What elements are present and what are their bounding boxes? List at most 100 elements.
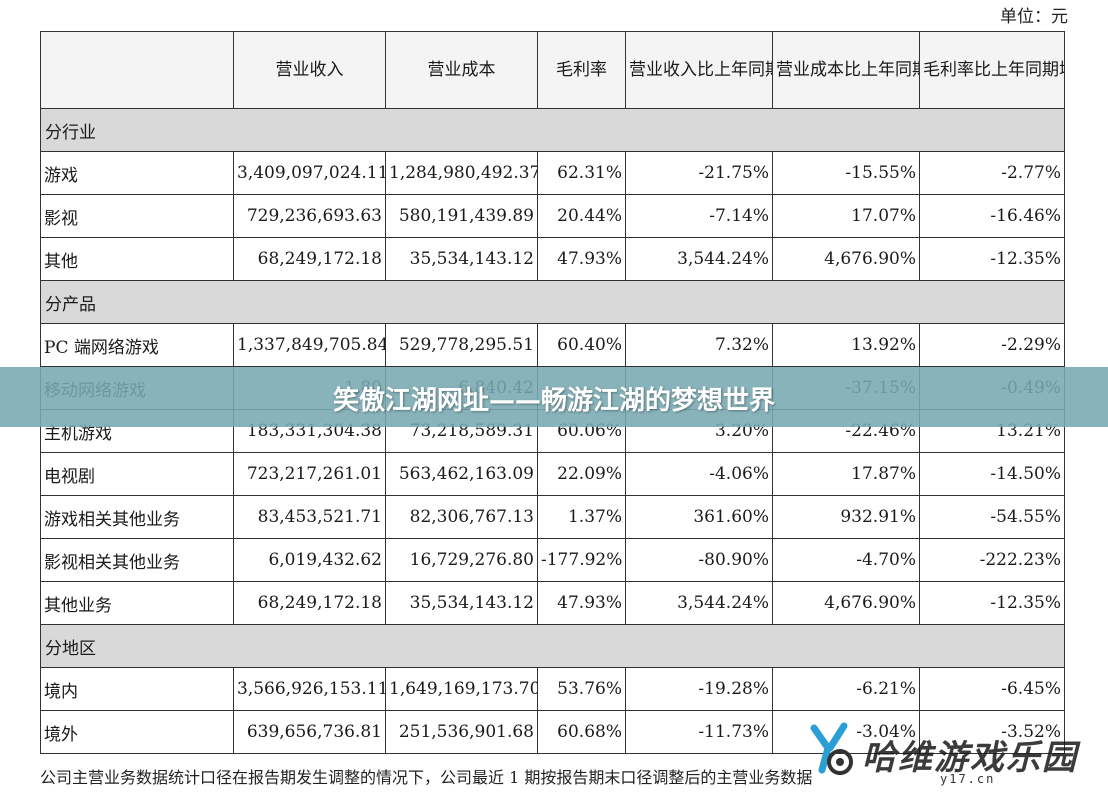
table-cell: 47.93%	[537, 581, 626, 625]
watermark-url: y17.cn	[940, 772, 996, 786]
section-title: 分产品	[40, 280, 1065, 324]
column-header: 营业成本比上年同期增减	[772, 31, 920, 109]
table-cell: -6.45%	[919, 667, 1065, 711]
section-title: 分地区	[40, 624, 1065, 668]
table-cell: -15.55%	[772, 151, 920, 195]
table-cell: -2.77%	[919, 151, 1065, 195]
table-row: 游戏相关其他业务 83,453,521.71 82,306,767.13 1.37% 3…	[40, 495, 1065, 539]
table-cell: 3,566,926,153.11	[233, 667, 386, 711]
game-logo-icon	[810, 722, 853, 775]
column-header: 营业收入比上年同期增减	[625, 31, 773, 109]
table-cell: 723,217,261.01	[233, 452, 386, 496]
table-row: 其他业务 68,249,172.18 35,534,143.12 47.93% 3,54…	[40, 581, 1065, 625]
table-cell: -2.29%	[919, 323, 1065, 367]
table-cell: 3,544.24%	[625, 581, 773, 625]
column-header: 毛利率	[537, 31, 626, 109]
table-cell: 60.40%	[537, 323, 626, 367]
table-cell: 60.68%	[537, 710, 626, 754]
watermark-text: 哈维游戏乐园	[862, 738, 1078, 778]
table-cell: 47.93%	[537, 237, 626, 281]
column-header: 营业成本	[385, 31, 538, 109]
row-label: 境外	[40, 710, 234, 754]
table-header: 营业收入营业成本毛利率营业收入比上年同期增减营业成本比上年同期增减毛利率比上年同…	[40, 31, 1065, 109]
table-cell: 529,778,295.51	[385, 323, 538, 367]
table-cell: -177.92%	[537, 538, 626, 582]
table-row: 其他 68,249,172.18 35,534,143.12 47.93% 3,544.…	[40, 237, 1065, 281]
table-row: 境内 3,566,926,153.11 1,649,169,173.70 53.76%…	[40, 667, 1065, 711]
table-cell: -7.14%	[625, 194, 773, 238]
table-row: 境外 639,656,736.81 251,536,901.68 60.68% -11.…	[40, 710, 1065, 754]
table-cell: 3,544.24%	[625, 237, 773, 281]
table-cell: 68,249,172.18	[233, 581, 386, 625]
table-cell: -4.06%	[625, 452, 773, 496]
row-label: 其他业务	[40, 581, 234, 625]
title-banner: 笑傲江湖网址——畅游江湖的梦想世界	[0, 367, 1108, 427]
table-cell: 580,191,439.89	[385, 194, 538, 238]
table-cell: -3.04%	[772, 710, 920, 754]
table-cell: 83,453,521.71	[233, 495, 386, 539]
table-cell: -6.21%	[772, 667, 920, 711]
table-cell: 932.91%	[772, 495, 920, 539]
unit-label: 单位：元	[1000, 7, 1068, 27]
table-cell: -14.50%	[919, 452, 1065, 496]
row-label: 其他	[40, 237, 234, 281]
table-row: 游戏 3,409,097,024.11 1,284,980,492.37 62.31%…	[40, 151, 1065, 195]
table-cell: -4.70%	[772, 538, 920, 582]
row-label: 影视相关其他业务	[40, 538, 234, 582]
table-cell: 35,534,143.12	[385, 581, 538, 625]
section-title: 分行业	[40, 108, 1065, 152]
table-cell: 563,462,163.09	[385, 452, 538, 496]
table-row: 电视剧 723,217,261.01 563,462,163.09 22.09% -4.…	[40, 452, 1065, 496]
table-cell: 639,656,736.81	[233, 710, 386, 754]
row-label: 境内	[40, 667, 234, 711]
column-header	[40, 31, 234, 109]
row-label: 电视剧	[40, 452, 234, 496]
table-cell: -80.90%	[625, 538, 773, 582]
column-header: 毛利率比上年同期增减	[919, 31, 1065, 109]
table-cell: -12.35%	[919, 581, 1065, 625]
section-row: 分产品	[40, 280, 1065, 324]
table-cell: 82,306,767.13	[385, 495, 538, 539]
table-cell: 1,649,169,173.70	[385, 667, 538, 711]
table-cell: 6,019,432.62	[233, 538, 386, 582]
header-row: 营业收入营业成本毛利率营业收入比上年同期增减营业成本比上年同期增减毛利率比上年同…	[40, 31, 1065, 109]
table-cell: 3,409,097,024.11	[233, 151, 386, 195]
table-cell: 1,337,849,705.84	[233, 323, 386, 367]
table-cell: 16,729,276.80	[385, 538, 538, 582]
table-cell: 7.32%	[625, 323, 773, 367]
table-cell: -11.73%	[625, 710, 773, 754]
table-cell: -21.75%	[625, 151, 773, 195]
table-cell: 62.31%	[537, 151, 626, 195]
banner-title: 笑傲江湖网址——畅游江湖的梦想世界	[332, 386, 775, 416]
table-cell: -12.35%	[919, 237, 1065, 281]
table-body: 分行业 游戏 3,409,097,024.11 1,284,980,492.37 62.…	[40, 108, 1065, 754]
table-cell: 4,676.90%	[772, 237, 920, 281]
table-cell: 22.09%	[537, 452, 626, 496]
table-cell: -222.23%	[919, 538, 1065, 582]
column-header: 营业收入	[233, 31, 386, 109]
table-cell: 53.76%	[537, 667, 626, 711]
table-cell: 1.37%	[537, 495, 626, 539]
table-cell: 35,534,143.12	[385, 237, 538, 281]
row-label: 影视	[40, 194, 234, 238]
table-cell: 17.87%	[772, 452, 920, 496]
table-cell: 68,249,172.18	[233, 237, 386, 281]
table-cell: 251,536,901.68	[385, 710, 538, 754]
site-watermark: 哈维游戏乐园 y17.cn	[800, 718, 1100, 790]
table-cell: 17.07%	[772, 194, 920, 238]
section-row: 分地区	[40, 624, 1065, 668]
table-cell: 729,236,693.63	[233, 194, 386, 238]
row-label: 游戏相关其他业务	[40, 495, 234, 539]
table-cell: -3.52%	[919, 710, 1065, 754]
table-cell: 4,676.90%	[772, 581, 920, 625]
table-cell: -16.46%	[919, 194, 1065, 238]
table-cell: 20.44%	[537, 194, 626, 238]
table-cell: 1,284,980,492.37	[385, 151, 538, 195]
table-cell: 361.60%	[625, 495, 773, 539]
row-label: PC 端网络游戏	[40, 323, 234, 367]
table-cell: 13.92%	[772, 323, 920, 367]
table-cell: -54.55%	[919, 495, 1065, 539]
table-cell: -19.28%	[625, 667, 773, 711]
table-row: 影视 729,236,693.63 580,191,439.89 20.44% -7.1…	[40, 194, 1065, 238]
table-row: PC 端网络游戏 1,337,849,705.84 529,778,295.51 60…	[40, 323, 1065, 367]
